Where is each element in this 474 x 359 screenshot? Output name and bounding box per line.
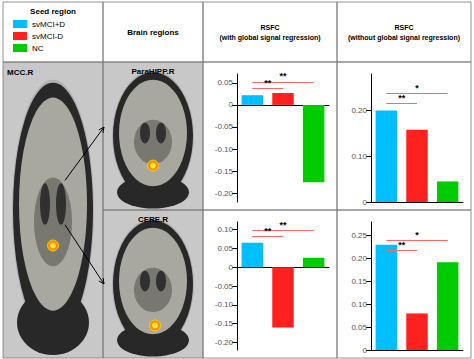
- svg-text:-0.10: -0.10: [215, 145, 234, 154]
- svg-text:0.25: 0.25: [351, 231, 367, 240]
- svg-text:-0.10: -0.10: [215, 300, 234, 309]
- svg-text:0: 0: [363, 346, 368, 355]
- svg-text:-0.15: -0.15: [215, 319, 234, 328]
- svg-text:0.20: 0.20: [351, 106, 367, 115]
- svg-text:0: 0: [229, 263, 234, 272]
- svg-text:0.05: 0.05: [351, 323, 367, 332]
- svg-text:**: **: [398, 93, 406, 103]
- svg-text:svMCI-D: svMCI-D: [32, 32, 63, 41]
- svg-text:**: **: [264, 226, 272, 236]
- svg-text:NC: NC: [32, 44, 44, 53]
- svg-text:0: 0: [229, 100, 234, 109]
- svg-text:0.05: 0.05: [217, 244, 233, 253]
- svg-text:**: **: [279, 220, 287, 230]
- svg-text:*: *: [415, 230, 419, 240]
- svg-text:-0.20: -0.20: [215, 189, 234, 198]
- svg-text:-0.15: -0.15: [215, 167, 234, 176]
- svg-text:0.15: 0.15: [351, 277, 367, 286]
- svg-text:MCC.R: MCC.R: [7, 68, 33, 77]
- svg-text:(with global signal regression: (with global signal regression): [219, 34, 320, 42]
- svg-text:0.10: 0.10: [351, 152, 367, 161]
- svg-text:svMCI+D: svMCI+D: [32, 20, 65, 29]
- svg-text:*: *: [415, 83, 419, 93]
- svg-text:Brain regions: Brain regions: [127, 28, 179, 37]
- svg-text:RSFC: RSFC: [394, 24, 413, 31]
- svg-text:**: **: [279, 71, 287, 81]
- svg-text:**: **: [264, 78, 272, 88]
- svg-text:**: **: [398, 240, 406, 250]
- svg-text:-0.20: -0.20: [215, 338, 234, 347]
- svg-text:CERE.R: CERE.R: [138, 215, 168, 224]
- svg-text:-0.05: -0.05: [215, 122, 234, 131]
- svg-text:-0.05: -0.05: [215, 282, 234, 291]
- svg-text:(without global signal regress: (without global signal regression): [348, 34, 460, 42]
- svg-text:0.20: 0.20: [351, 254, 367, 263]
- svg-text:RSFC: RSFC: [260, 24, 279, 31]
- svg-text:Seed region: Seed region: [30, 7, 76, 16]
- svg-text:ParaHIPP.R: ParaHIPP.R: [132, 67, 175, 76]
- svg-text:0.05: 0.05: [217, 78, 233, 87]
- svg-text:0.10: 0.10: [351, 300, 367, 309]
- svg-text:0: 0: [363, 198, 368, 207]
- svg-text:0.10: 0.10: [217, 225, 233, 234]
